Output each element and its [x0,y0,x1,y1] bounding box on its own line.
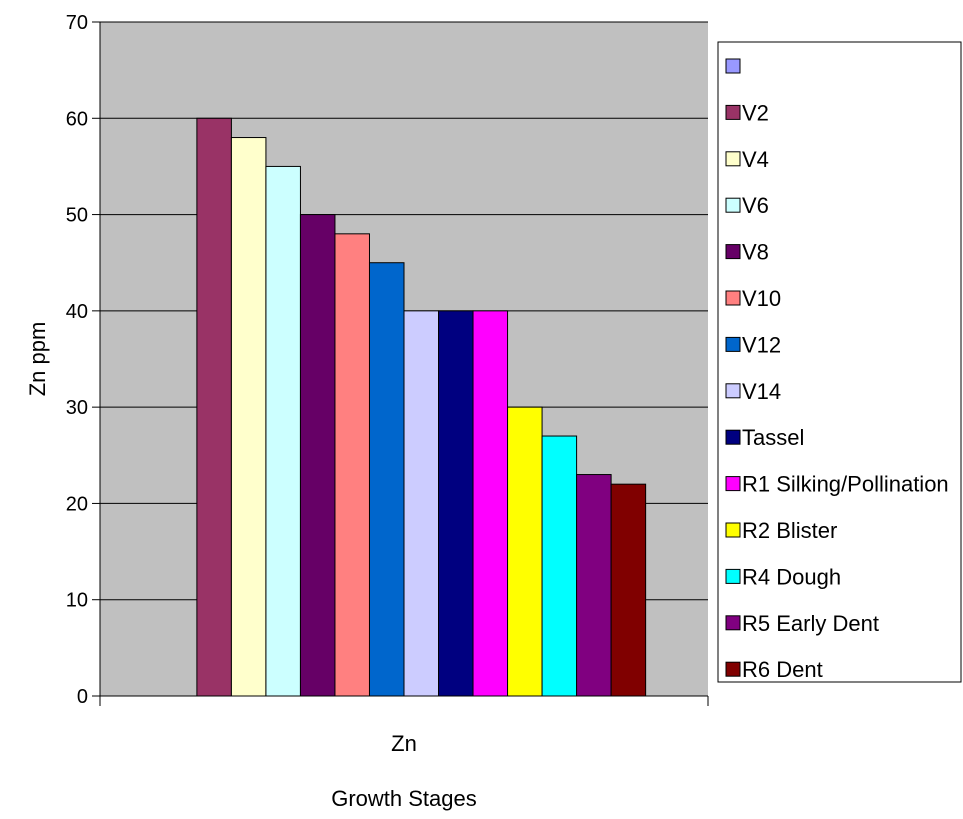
legend-label: V12 [742,332,781,357]
legend-swatch [725,290,741,306]
y-axis-title: Zn ppm [25,322,50,397]
legend-swatch [725,244,741,260]
bar-r2-blister [507,406,543,697]
legend: V2 V4 V6 V8 V10 V12 V14 Tassel R1 Silking/Pollin… [717,41,962,683]
bar-v2 [196,117,232,697]
bar-r4-dough [541,435,578,697]
legend-label: R1 Silking/Pollination [742,472,949,497]
y-tick-label: 0 [77,686,88,708]
legend-swatch [725,104,741,120]
legend-swatch [725,476,741,492]
legend-label: V4 [742,147,769,172]
legend-label: R6 Dent [742,657,823,682]
y-tick-label: 10 [66,590,88,612]
legend-swatch [725,58,741,74]
bar-v8 [299,214,336,697]
legend-label: V6 [742,193,769,218]
bar-r5-early-dent [576,474,612,697]
bar-v10 [334,233,370,697]
y-tick-label: 40 [66,301,88,323]
y-tick-label: 50 [66,205,88,227]
bar-r6-dent [610,483,647,697]
x-axis-title: Growth Stages [331,786,477,811]
legend-label: R5 Early Dent [742,611,879,636]
legend-swatch [725,615,741,631]
y-tick-label: 20 [66,493,88,515]
y-tick-label: 70 [66,12,88,34]
bar-v14 [403,310,440,697]
legend-label: R4 Dough [742,564,841,589]
legend-swatch [725,151,741,167]
legend-label: V2 [742,100,769,125]
x-category-label: Zn [391,731,417,756]
legend-swatch [725,383,741,399]
legend-swatch [725,429,741,445]
y-tick-label: 60 [66,108,88,130]
axes [99,22,709,706]
y-tick-labels: 0 10 20 30 40 50 60 70 [66,12,100,708]
legend-swatch [725,522,741,538]
bar-r1-silking-pollination [472,310,509,697]
bar-v4 [230,137,267,697]
legend-label: V10 [742,286,781,311]
legend-swatch [725,661,741,677]
legend-swatch [725,336,741,352]
legend-label: V8 [742,240,769,265]
legend-label: V14 [742,379,781,404]
legend-swatch [725,197,741,213]
legend-label: Tassel [742,425,804,450]
legend-swatch [725,568,741,584]
bar-tassel [438,310,474,697]
y-tick-label: 30 [66,397,88,419]
legend-frame [717,41,962,683]
bar-v6 [265,165,301,697]
bar-v12 [368,262,405,697]
legend-label: R2 Blister [742,518,837,543]
